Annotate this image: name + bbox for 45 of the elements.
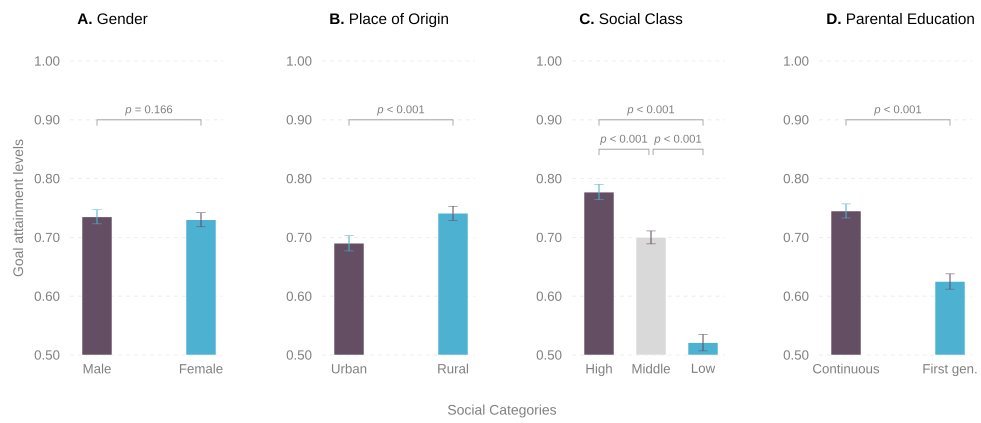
- chart-title: A. Gender: [78, 12, 148, 24]
- x-tick-label: Low: [692, 364, 716, 373]
- y-tick-label: 1.00: [784, 56, 808, 66]
- y-tick-label: 0.80: [784, 174, 808, 184]
- annotation: p < 0.001: [627, 105, 674, 116]
- y-tick-label: 0.80: [536, 174, 562, 184]
- y-tick-label: 0.70: [286, 232, 312, 242]
- y-tick-label: 0.70: [536, 232, 562, 242]
- x-tick-label: Female: [180, 364, 223, 374]
- y-tick-label: 0.60: [34, 292, 60, 301]
- x-tick-label: Rural: [438, 364, 468, 374]
- annotation: p < 0.001: [874, 105, 922, 116]
- x-tick-label: Male: [84, 364, 111, 374]
- annotation: p < 0.001: [600, 134, 648, 145]
- x-tick-label: First gen.: [923, 364, 976, 376]
- y-tick-label: 0.60: [784, 292, 808, 301]
- y-tick-label: 0.90: [34, 115, 60, 124]
- y-tick-label: 0.80: [286, 174, 312, 184]
- y-tick-label: 0.50: [286, 350, 312, 360]
- y-tick-label: 0.90: [784, 115, 808, 124]
- annotation: p = 0.166: [125, 105, 172, 116]
- y-tick-label: 1.00: [287, 56, 312, 66]
- y-tick-label: 0.50: [536, 350, 562, 360]
- x-tick-label: Middle: [632, 364, 670, 374]
- y-tick-label: 0.60: [286, 292, 312, 301]
- y-tick-label: 0.50: [784, 350, 808, 360]
- y-tick-label: 1.00: [537, 56, 562, 66]
- x-tick-label: High: [586, 364, 612, 376]
- annotation: p < 0.001: [654, 134, 702, 145]
- y-axis-title: Goal attainment levels: [12, 140, 24, 276]
- x-axis-title: Social Categories: [448, 404, 556, 418]
- y-tick-label: 0.90: [286, 115, 312, 124]
- x-tick-label: Continuous: [813, 364, 880, 374]
- y-tick-label: 0.70: [34, 232, 60, 242]
- chart-title: D. Parental Education: [827, 12, 974, 24]
- y-tick-label: 0.80: [34, 174, 60, 184]
- chart-title: C. Social Class: [580, 12, 682, 24]
- y-tick-label: 1.00: [35, 56, 60, 66]
- y-tick-label: 0.50: [34, 350, 60, 360]
- chart-title: B. Place of Origin: [330, 12, 448, 28]
- y-tick-label: 0.70: [784, 232, 808, 242]
- y-tick-label: 0.90: [536, 115, 562, 124]
- x-tick-label: Urban: [332, 364, 366, 374]
- annotation: p < 0.001: [377, 105, 424, 116]
- y-tick-label: 0.60: [536, 292, 562, 301]
